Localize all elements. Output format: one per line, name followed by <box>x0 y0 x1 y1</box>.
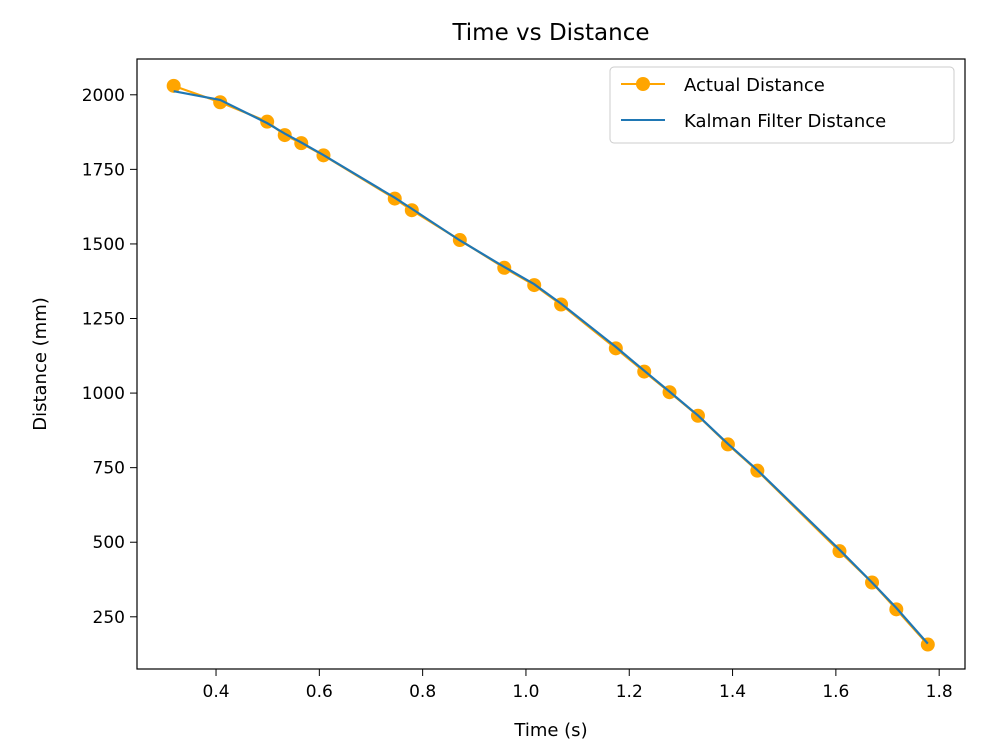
x-tick-label: 0.6 <box>306 682 333 702</box>
y-tick-label: 1250 <box>82 310 125 330</box>
data-point <box>166 78 181 93</box>
y-axis-ticks: 250 500 750 1000 1250 1500 1750 2000 <box>82 86 137 628</box>
x-tick-label: 1.8 <box>926 682 953 702</box>
legend-box <box>609 66 955 144</box>
x-tick-label: 0.8 <box>409 682 436 702</box>
x-axis-label: Time (s) <box>513 720 587 741</box>
series-line-0 <box>173 84 929 646</box>
x-tick-label: 0.4 <box>203 682 230 702</box>
y-tick-label: 750 <box>93 459 125 479</box>
axes-frame <box>136 58 966 670</box>
legend-label-actual: Actual Distance <box>684 75 825 96</box>
legend-label-kalman: Kalman Filter Distance <box>684 111 886 132</box>
chart-title: Time vs Distance <box>451 20 649 46</box>
y-tick-label: 250 <box>93 608 125 628</box>
y-tick-label: 1000 <box>82 384 125 404</box>
y-axis-label: Distance (mm) <box>30 297 51 431</box>
series-line-1 <box>173 90 929 645</box>
legend-marker-actual <box>636 77 650 91</box>
x-tick-label: 1.6 <box>822 682 849 702</box>
x-tick-label: 1.0 <box>512 682 539 702</box>
y-tick-label: 1750 <box>82 160 125 180</box>
y-tick-label: 1500 <box>82 235 125 255</box>
x-axis-ticks: 0.4 0.6 0.8 1.0 1.2 1.4 1.6 1.8 <box>203 669 953 702</box>
plot-area <box>136 58 966 670</box>
y-tick-label: 2000 <box>82 86 125 106</box>
y-tick-label: 500 <box>93 533 125 553</box>
legend: Actual Distance Kalman Filter Distance <box>609 66 955 144</box>
x-tick-label: 1.2 <box>616 682 643 702</box>
series-layer <box>166 78 935 652</box>
x-tick-label: 1.4 <box>719 682 746 702</box>
